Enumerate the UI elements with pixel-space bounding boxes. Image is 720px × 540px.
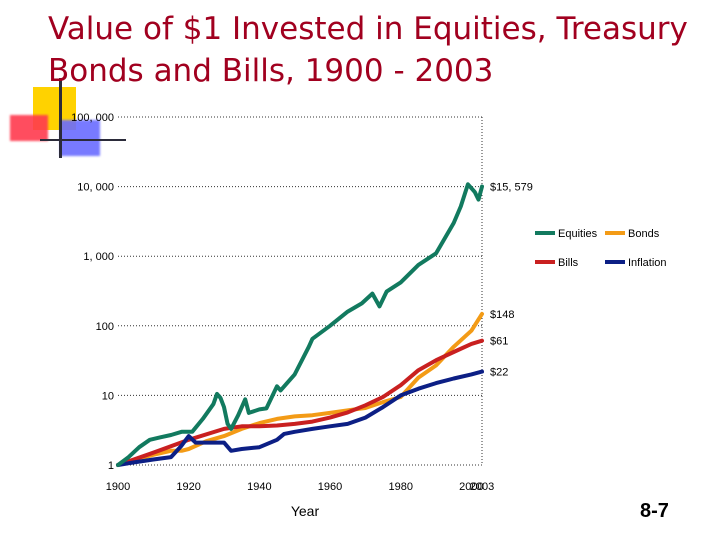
decor-horizontal-line xyxy=(40,139,126,141)
series-line-bonds xyxy=(116,311,484,467)
chart-series-lines xyxy=(116,182,484,467)
page-number: 8-7 xyxy=(640,500,669,522)
legend-label-equities: Equities xyxy=(558,228,598,240)
x-tick-label: 1960 xyxy=(318,481,342,493)
x-tick-label: 1980 xyxy=(388,481,412,493)
x-tick-label: 1940 xyxy=(247,481,271,493)
end-label-equities: $15, 579 xyxy=(490,182,533,194)
series-line-inflation xyxy=(116,369,484,467)
y-tick-label: 1, 000 xyxy=(83,251,114,263)
decor-red-square xyxy=(10,115,48,141)
series-line-equities xyxy=(116,182,484,467)
y-tick-label: 1 xyxy=(108,460,114,472)
legend-label-bonds: Bonds xyxy=(628,228,660,240)
x-tick-label: 2000 xyxy=(459,481,483,493)
decor-vertical-line xyxy=(59,78,62,158)
y-tick-label: 10 xyxy=(102,390,114,402)
x-tick-label: 1920 xyxy=(176,481,200,493)
series-end-labels: $15, 579 $148 $61 $22 xyxy=(490,182,533,379)
end-label-bills: $61 xyxy=(490,336,508,348)
series-line-bills xyxy=(116,338,484,467)
legend-label-bills: Bills xyxy=(558,257,579,269)
end-label-bonds: $148 xyxy=(490,309,514,321)
end-label-inflation: $22 xyxy=(490,367,508,379)
decor-blue-square xyxy=(60,120,100,156)
slide-title: Value of $1 Invested in Equities, Treasu… xyxy=(48,11,688,89)
y-axis-tick-labels: 1 10 100 1, 000 10, 000 100, 000 xyxy=(71,112,114,472)
y-tick-label: 100, 000 xyxy=(71,112,114,124)
legend-label-inflation: Inflation xyxy=(628,257,667,269)
y-tick-label: 10, 000 xyxy=(77,182,114,194)
x-axis-label: Year xyxy=(291,503,320,519)
x-tick-label: 2003 xyxy=(470,481,494,493)
x-tick-label: 1900 xyxy=(106,481,130,493)
y-tick-label: 100 xyxy=(96,321,114,333)
chart-grid xyxy=(118,116,483,466)
chart-legend: Equities Bonds Bills Inflation xyxy=(535,228,667,269)
